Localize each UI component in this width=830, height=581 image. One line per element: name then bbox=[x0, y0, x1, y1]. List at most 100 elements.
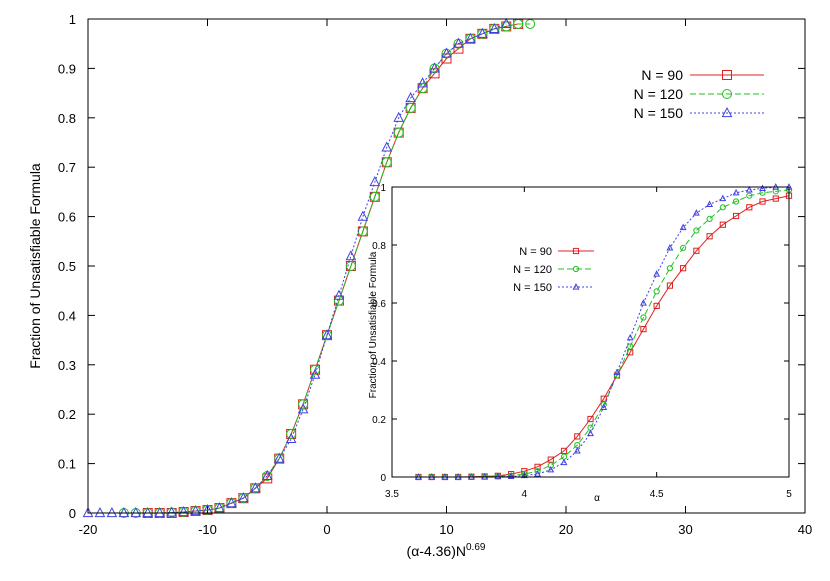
data-point bbox=[381, 157, 392, 168]
data-point bbox=[746, 204, 753, 211]
y-tick-label: 0.5 bbox=[58, 259, 76, 274]
x-tick-label: 5 bbox=[786, 489, 792, 500]
data-point bbox=[520, 471, 528, 479]
data-point bbox=[732, 188, 740, 196]
data-point bbox=[465, 32, 476, 43]
data-point bbox=[560, 447, 568, 454]
data-point bbox=[759, 184, 766, 192]
data-point bbox=[547, 462, 554, 469]
x-tick-label: 3.5 bbox=[385, 489, 399, 500]
data-point bbox=[534, 470, 541, 477]
x-tick-label: 4 bbox=[522, 489, 528, 500]
data-point bbox=[759, 198, 766, 205]
x-tick-label: 10 bbox=[439, 522, 453, 537]
data-point bbox=[626, 333, 634, 341]
data-point bbox=[653, 270, 661, 277]
data-point bbox=[441, 47, 452, 58]
plot-frame bbox=[391, 186, 790, 478]
y-tick-label: 0.2 bbox=[372, 415, 386, 426]
data-point bbox=[190, 505, 201, 516]
legend-label: N = 120 bbox=[634, 86, 684, 102]
data-point bbox=[560, 458, 568, 466]
data-point bbox=[719, 194, 727, 202]
data-point bbox=[719, 221, 726, 228]
data-point bbox=[369, 191, 380, 202]
data-point bbox=[666, 243, 674, 251]
inset-x-axis-label: α bbox=[594, 493, 600, 504]
data-point bbox=[477, 27, 488, 38]
data-point bbox=[405, 92, 416, 103]
data-point bbox=[666, 282, 673, 289]
data-point bbox=[573, 446, 581, 454]
data-point bbox=[130, 506, 142, 518]
data-point bbox=[653, 288, 660, 295]
data-point bbox=[393, 111, 405, 122]
x-tick-label: -20 bbox=[79, 522, 98, 537]
data-point bbox=[94, 506, 106, 518]
data-point bbox=[706, 215, 713, 222]
data-point bbox=[706, 233, 713, 240]
y-tick-label: 0.7 bbox=[58, 160, 76, 175]
data-point bbox=[693, 247, 700, 254]
data-point bbox=[321, 329, 333, 340]
data-point bbox=[772, 195, 779, 202]
plot-background bbox=[392, 187, 789, 477]
data-point bbox=[214, 502, 225, 513]
data-point bbox=[166, 506, 177, 517]
x-tick-label: 20 bbox=[559, 522, 573, 537]
y-tick-label: 0.6 bbox=[58, 210, 76, 225]
data-point bbox=[298, 399, 309, 410]
x-axis-label-exponent: 0.69 bbox=[466, 542, 486, 553]
data-point bbox=[600, 403, 608, 410]
plot-frame bbox=[87, 18, 806, 514]
data-point bbox=[226, 497, 237, 508]
data-point bbox=[142, 506, 154, 518]
y-tick-label: 0.4 bbox=[58, 308, 76, 323]
data-point bbox=[680, 265, 687, 272]
data-point bbox=[574, 433, 581, 440]
y-tick-label: 1 bbox=[380, 183, 386, 194]
data-point bbox=[273, 452, 285, 463]
data-point bbox=[118, 506, 130, 518]
inset-y-axis-label: Fraction of Unsatisfiable Formula bbox=[368, 251, 379, 398]
x-tick-label: 0 bbox=[323, 522, 330, 537]
y-tick-label: 0.4 bbox=[372, 357, 386, 368]
data-point bbox=[488, 22, 500, 33]
x-tick-label: -10 bbox=[198, 522, 217, 537]
data-point bbox=[547, 465, 555, 473]
data-point bbox=[706, 200, 714, 207]
legend-marker bbox=[722, 89, 732, 99]
data-point bbox=[393, 127, 404, 138]
y-tick-label: 0 bbox=[69, 506, 76, 521]
x-axis-label-base: (α-4.36)N bbox=[407, 543, 466, 559]
inset-plot: 3.5 4 4.5 5 0 0.2 0.4 0.6 0.8 1 N = 90 N = 120 N = 1… bbox=[368, 183, 793, 504]
data-point bbox=[680, 244, 687, 251]
data-point bbox=[429, 62, 440, 73]
data-point bbox=[600, 395, 607, 402]
data-point bbox=[627, 343, 634, 350]
y-tick-label: 0.6 bbox=[372, 299, 386, 310]
data-point bbox=[679, 223, 687, 231]
data-point bbox=[587, 415, 594, 423]
y-tick-label: 0.2 bbox=[58, 407, 76, 422]
data-point bbox=[381, 141, 393, 152]
data-point bbox=[745, 185, 753, 193]
data-point bbox=[547, 456, 554, 463]
data-point bbox=[746, 192, 753, 199]
data-point bbox=[534, 468, 541, 475]
legend-marker bbox=[572, 283, 580, 290]
x-tick-label: 30 bbox=[678, 522, 692, 537]
data-point bbox=[666, 265, 674, 272]
data-point bbox=[453, 37, 464, 48]
data-point bbox=[732, 198, 740, 205]
y-tick-label: 0.1 bbox=[58, 457, 76, 472]
data-point bbox=[357, 210, 369, 221]
data-point bbox=[640, 314, 647, 321]
data-point bbox=[521, 468, 528, 475]
data-point bbox=[82, 506, 94, 518]
data-point bbox=[178, 505, 189, 517]
data-point bbox=[732, 212, 740, 220]
data-point bbox=[507, 472, 515, 479]
series-line bbox=[418, 189, 790, 478]
